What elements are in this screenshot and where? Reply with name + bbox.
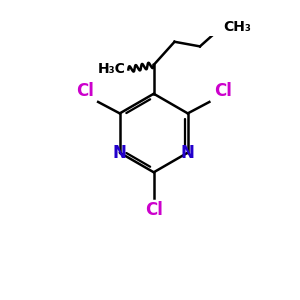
Text: Cl: Cl: [145, 201, 163, 219]
Text: N: N: [181, 144, 195, 162]
Text: CH₃: CH₃: [223, 20, 251, 34]
Text: Cl: Cl: [214, 82, 232, 100]
Text: N: N: [113, 144, 127, 162]
Text: Cl: Cl: [76, 82, 94, 100]
Text: H₃C: H₃C: [98, 62, 126, 76]
